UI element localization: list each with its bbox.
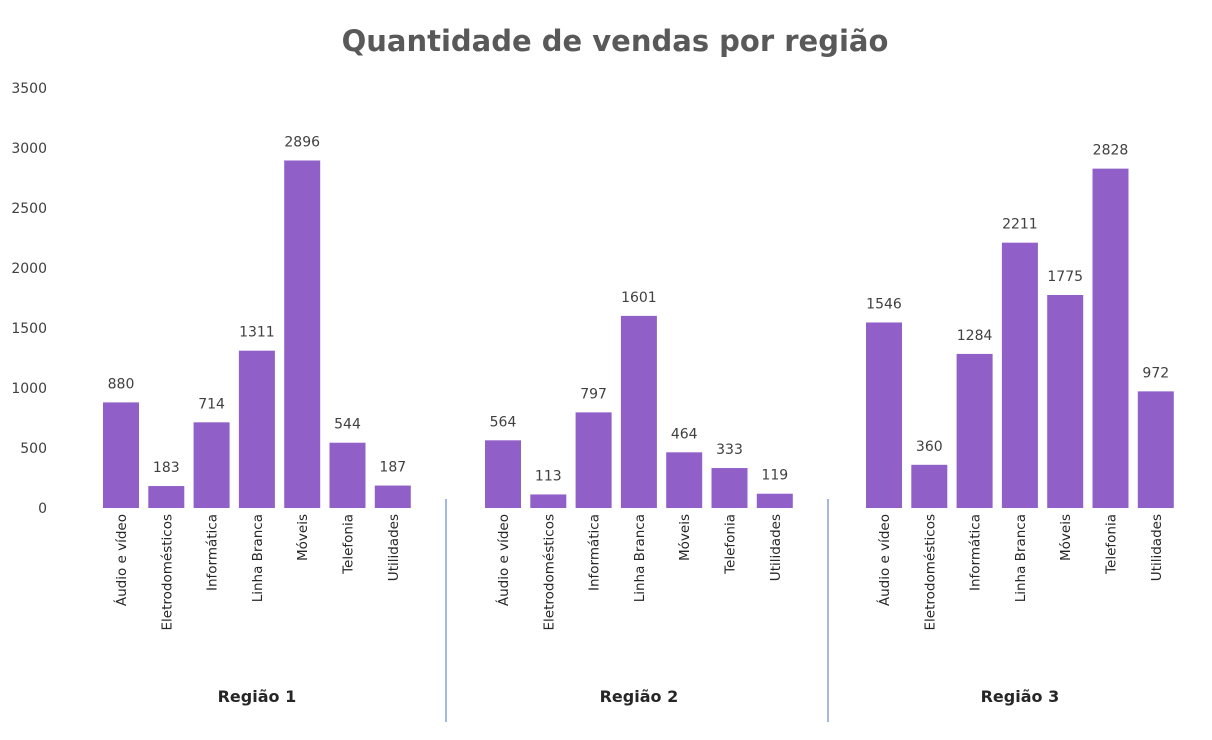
data-label: 1284 bbox=[957, 328, 993, 344]
y-tick-label: 0 bbox=[38, 501, 47, 517]
category-label: Telefonia bbox=[341, 514, 357, 575]
y-tick-label: 3000 bbox=[11, 141, 47, 157]
category-label: Eletrodomésticos bbox=[159, 514, 175, 630]
bar bbox=[485, 440, 521, 508]
category-label: Áudio e vídeo bbox=[113, 514, 130, 606]
category-label: Informática bbox=[968, 514, 984, 591]
y-tick-label: 2000 bbox=[11, 261, 47, 277]
category-label: Telefonia bbox=[723, 514, 739, 575]
bar bbox=[1092, 168, 1129, 508]
data-label: 1311 bbox=[239, 325, 275, 341]
chart-title: Quantidade de vendas por região bbox=[341, 24, 889, 58]
data-label: 972 bbox=[1142, 365, 1169, 381]
data-label: 333 bbox=[716, 442, 743, 458]
category-label: Linha Branca bbox=[632, 514, 648, 602]
data-label: 714 bbox=[198, 396, 225, 412]
data-label: 1775 bbox=[1047, 269, 1083, 285]
bar bbox=[666, 452, 703, 508]
bar bbox=[575, 412, 612, 508]
category-label: Utilidades bbox=[768, 514, 784, 581]
category-label: Informática bbox=[587, 514, 603, 591]
category-label: Áudio e vídeo bbox=[495, 514, 512, 606]
data-label: 183 bbox=[153, 460, 180, 476]
bar bbox=[1047, 295, 1084, 508]
bar bbox=[711, 468, 748, 508]
data-label: 880 bbox=[108, 376, 135, 392]
region-label: Região 2 bbox=[600, 687, 679, 706]
category-label: Utilidades bbox=[1149, 514, 1165, 581]
bar bbox=[374, 485, 411, 508]
bar bbox=[329, 442, 366, 508]
y-tick-label: 2500 bbox=[11, 201, 47, 217]
category-label: Móveis bbox=[677, 514, 693, 561]
y-tick-label: 1500 bbox=[11, 321, 47, 337]
data-label: 113 bbox=[535, 468, 562, 484]
data-label: 797 bbox=[580, 386, 607, 402]
category-label: Móveis bbox=[1058, 514, 1074, 561]
data-label: 360 bbox=[916, 439, 943, 455]
data-label: 1546 bbox=[866, 296, 902, 312]
data-label: 119 bbox=[761, 468, 788, 484]
y-tick-label: 500 bbox=[20, 441, 47, 457]
data-label: 464 bbox=[671, 426, 698, 442]
category-label: Móveis bbox=[295, 514, 311, 561]
data-label: 564 bbox=[490, 414, 517, 430]
category-label: Linha Branca bbox=[250, 514, 266, 602]
bar bbox=[238, 350, 275, 508]
bar bbox=[956, 353, 993, 508]
region-label: Região 3 bbox=[981, 687, 1060, 706]
bar bbox=[756, 493, 793, 508]
bar bbox=[1137, 391, 1174, 508]
bar bbox=[1001, 242, 1038, 508]
data-label: 544 bbox=[334, 417, 361, 433]
category-label: Áudio e vídeo bbox=[876, 514, 893, 606]
bar bbox=[620, 315, 657, 508]
y-tick-label: 1000 bbox=[11, 381, 47, 397]
bar bbox=[530, 494, 567, 508]
bar bbox=[193, 422, 230, 508]
category-label: Telefonia bbox=[1104, 514, 1120, 575]
bar bbox=[911, 464, 948, 508]
data-label: 2211 bbox=[1002, 217, 1038, 233]
category-label: Informática bbox=[205, 514, 221, 591]
category-label: Eletrodomésticos bbox=[922, 514, 938, 630]
category-label: Eletrodomésticos bbox=[541, 514, 557, 630]
data-label: 2896 bbox=[284, 134, 320, 150]
bar bbox=[866, 322, 902, 508]
bar bbox=[284, 160, 321, 509]
y-tick-label: 3500 bbox=[11, 81, 47, 97]
data-label: 2828 bbox=[1093, 143, 1129, 159]
data-label: 1601 bbox=[621, 290, 657, 306]
bar bbox=[148, 486, 185, 508]
bar bbox=[103, 402, 139, 508]
data-label: 187 bbox=[379, 460, 406, 476]
category-label: Linha Branca bbox=[1013, 514, 1029, 602]
category-label: Utilidades bbox=[386, 514, 402, 581]
region-label: Região 1 bbox=[218, 687, 297, 706]
